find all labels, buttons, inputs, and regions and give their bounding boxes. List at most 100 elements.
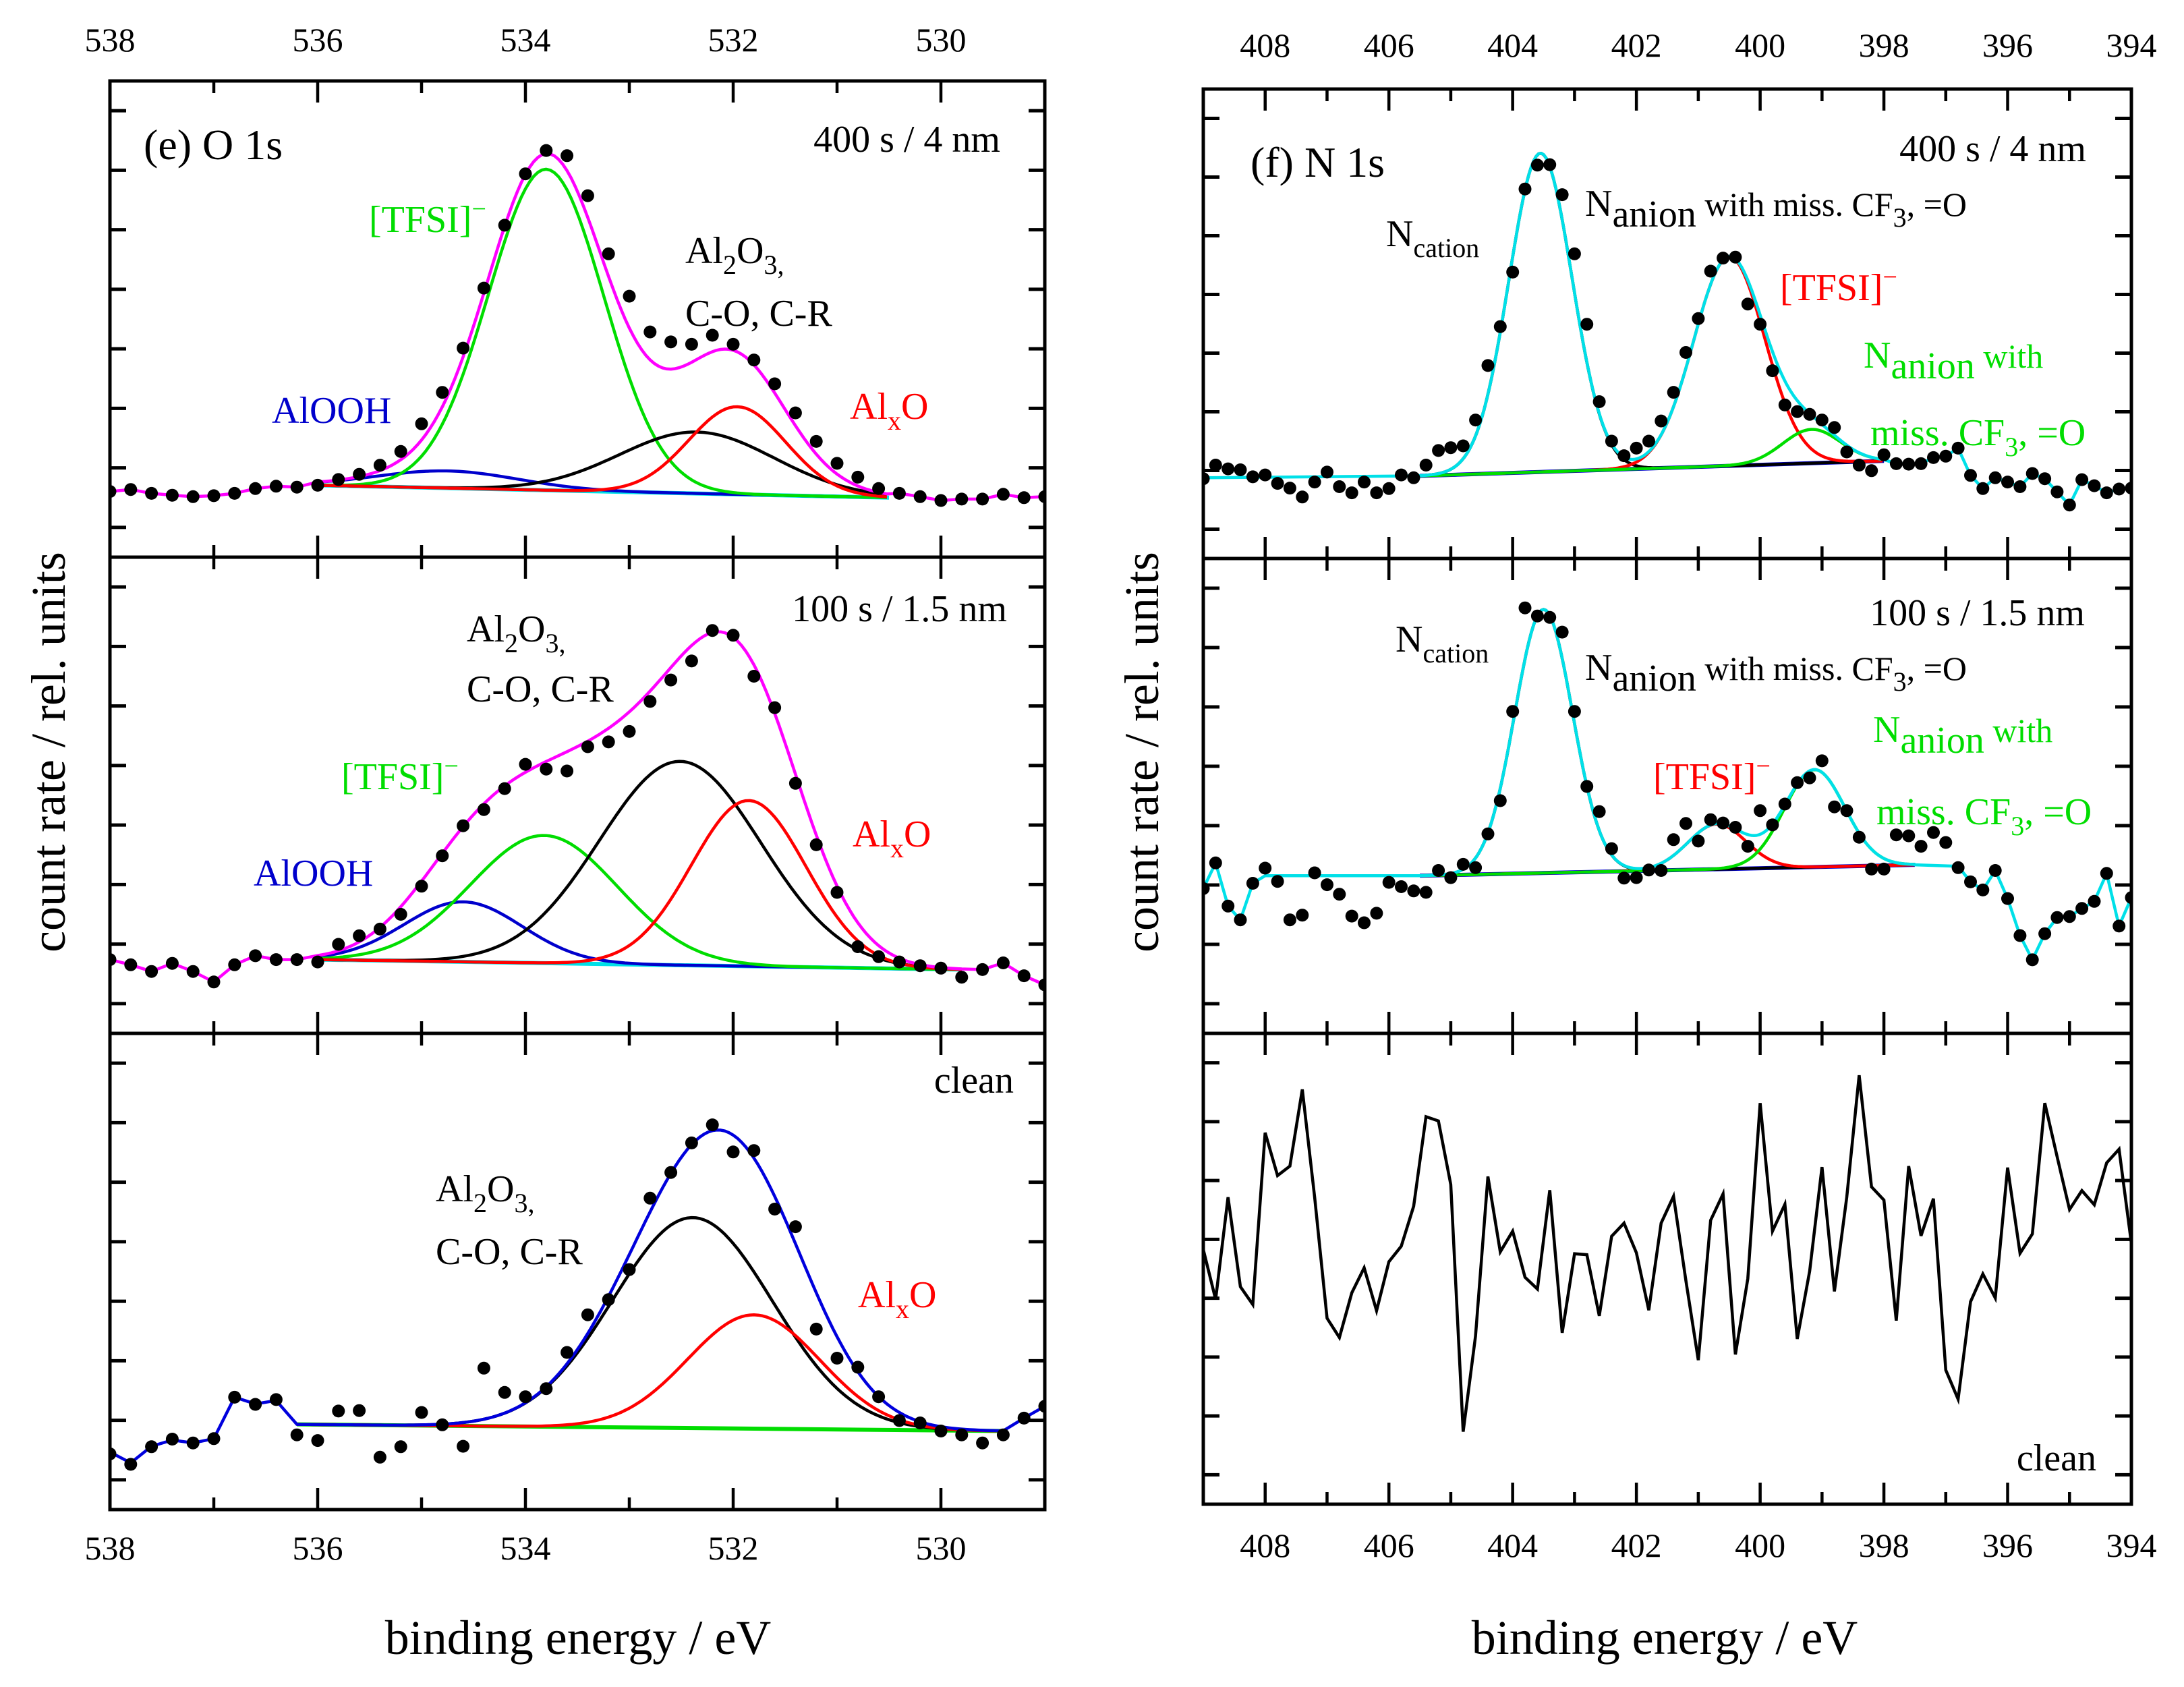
x-tick-label-top: 408 bbox=[1240, 26, 1290, 64]
data-point bbox=[1296, 490, 1309, 504]
data-point bbox=[540, 144, 553, 157]
data-point bbox=[1667, 386, 1680, 399]
data-point bbox=[332, 938, 345, 951]
data-point bbox=[2113, 482, 2126, 496]
data-point bbox=[706, 328, 719, 342]
data-point bbox=[269, 480, 283, 493]
label-alxo-e1: AlxO bbox=[850, 386, 928, 436]
x-tick-label-top: 404 bbox=[1487, 26, 1538, 64]
data-point bbox=[1704, 264, 1717, 278]
label-alxo-e3: AlxO bbox=[858, 1274, 936, 1324]
data-point bbox=[1717, 816, 1730, 830]
data-point bbox=[2075, 473, 2089, 486]
data-point bbox=[1914, 840, 1928, 853]
data-point bbox=[1729, 821, 1742, 834]
data-point bbox=[602, 247, 615, 260]
data-point bbox=[1271, 875, 1284, 888]
data-point bbox=[1395, 468, 1408, 482]
data-point bbox=[477, 281, 490, 295]
data-point bbox=[1555, 188, 1569, 202]
data-point bbox=[1345, 909, 1358, 923]
plot-layer: 538 538 536 536 534 534 532 532 530 530 408 408 406 4… bbox=[85, 21, 2157, 1567]
data-point bbox=[332, 473, 345, 486]
data-point bbox=[2013, 929, 2027, 942]
data-point bbox=[457, 341, 470, 355]
data-point bbox=[124, 1458, 138, 1471]
data-point bbox=[1568, 247, 1581, 260]
data-point bbox=[685, 337, 698, 351]
data-point bbox=[892, 486, 906, 500]
data-point bbox=[186, 1436, 200, 1450]
data-point bbox=[1617, 449, 1631, 463]
data-point bbox=[2100, 486, 2113, 500]
data-point bbox=[207, 489, 221, 503]
data-point bbox=[768, 701, 782, 714]
data-point bbox=[1518, 182, 1532, 196]
data-point bbox=[1222, 462, 1235, 476]
data-point bbox=[1580, 780, 1594, 793]
data-point bbox=[788, 1220, 802, 1234]
data-point bbox=[1333, 480, 1346, 493]
label-al2o3-e2: Al2O3, bbox=[467, 608, 565, 658]
data-point bbox=[1481, 827, 1495, 840]
y-axis-title-n1s: count rate / rel. units bbox=[1115, 552, 1169, 952]
data-point bbox=[1358, 916, 1371, 930]
data-point bbox=[643, 325, 657, 339]
data-point bbox=[726, 629, 740, 642]
data-point bbox=[1592, 395, 1606, 408]
data-point bbox=[394, 908, 407, 921]
data-point bbox=[1717, 252, 1730, 265]
data-point bbox=[2038, 472, 2052, 486]
data-point bbox=[145, 1440, 159, 1454]
label-nanion-miss-f2: Nanion with miss. CF3, =O bbox=[1585, 647, 1967, 699]
data-point bbox=[311, 1434, 324, 1448]
data-point bbox=[602, 735, 615, 749]
label-tfsi-f1: [TFSI]− bbox=[1780, 263, 1897, 309]
panel-o1s-3 bbox=[110, 1118, 1045, 1471]
label-ncation-f1: Ncation bbox=[1386, 213, 1479, 263]
fit-component--tfsi- bbox=[317, 167, 887, 499]
data-point bbox=[561, 1346, 574, 1359]
data-point bbox=[1605, 434, 1618, 448]
data-point bbox=[1865, 464, 1878, 478]
data-point bbox=[332, 1404, 345, 1418]
data-point bbox=[1902, 829, 1916, 842]
data-point bbox=[415, 1406, 428, 1419]
data-point bbox=[664, 673, 678, 687]
data-point bbox=[1976, 482, 1990, 495]
data-point bbox=[851, 940, 865, 953]
fit-component--tfsi- bbox=[317, 834, 962, 971]
panel-o1s-1 bbox=[110, 144, 1045, 507]
data-point bbox=[1419, 459, 1433, 471]
x-tick-label-top: 394 bbox=[2106, 26, 2157, 64]
label-alxo-e2: AlxO bbox=[853, 813, 931, 863]
data-point bbox=[1530, 609, 1544, 623]
data-point bbox=[165, 956, 179, 970]
x-tick-label-bottom: 536 bbox=[293, 1529, 343, 1567]
data-point bbox=[1209, 459, 1222, 471]
data-point bbox=[809, 838, 823, 851]
data-point bbox=[373, 1450, 386, 1464]
panel-label-e1: 400 s / 4 nm bbox=[813, 119, 1000, 161]
x-tick-label-top: 538 bbox=[85, 21, 136, 59]
data-point bbox=[290, 1428, 304, 1441]
data-point bbox=[207, 975, 221, 989]
spectrum-line bbox=[1203, 1075, 2131, 1432]
data-point bbox=[1964, 469, 1977, 482]
x-axis-title-o1s: binding energy / eV bbox=[385, 1611, 772, 1665]
data-point bbox=[851, 470, 865, 484]
data-point bbox=[311, 955, 324, 969]
data-point bbox=[1493, 794, 1507, 807]
data-point bbox=[1840, 445, 1853, 459]
data-point bbox=[1543, 610, 1557, 624]
data-point bbox=[1382, 482, 1396, 495]
data-point bbox=[1321, 465, 1333, 479]
data-point bbox=[1815, 413, 1829, 427]
data-point bbox=[1333, 888, 1346, 901]
panel-o1s-2 bbox=[110, 624, 1045, 992]
panel-n1s-2 bbox=[1203, 601, 2131, 967]
data-point bbox=[1642, 434, 1655, 448]
data-point bbox=[165, 1433, 179, 1446]
x-tick-label-top: 530 bbox=[916, 21, 967, 59]
data-point bbox=[2088, 894, 2101, 908]
